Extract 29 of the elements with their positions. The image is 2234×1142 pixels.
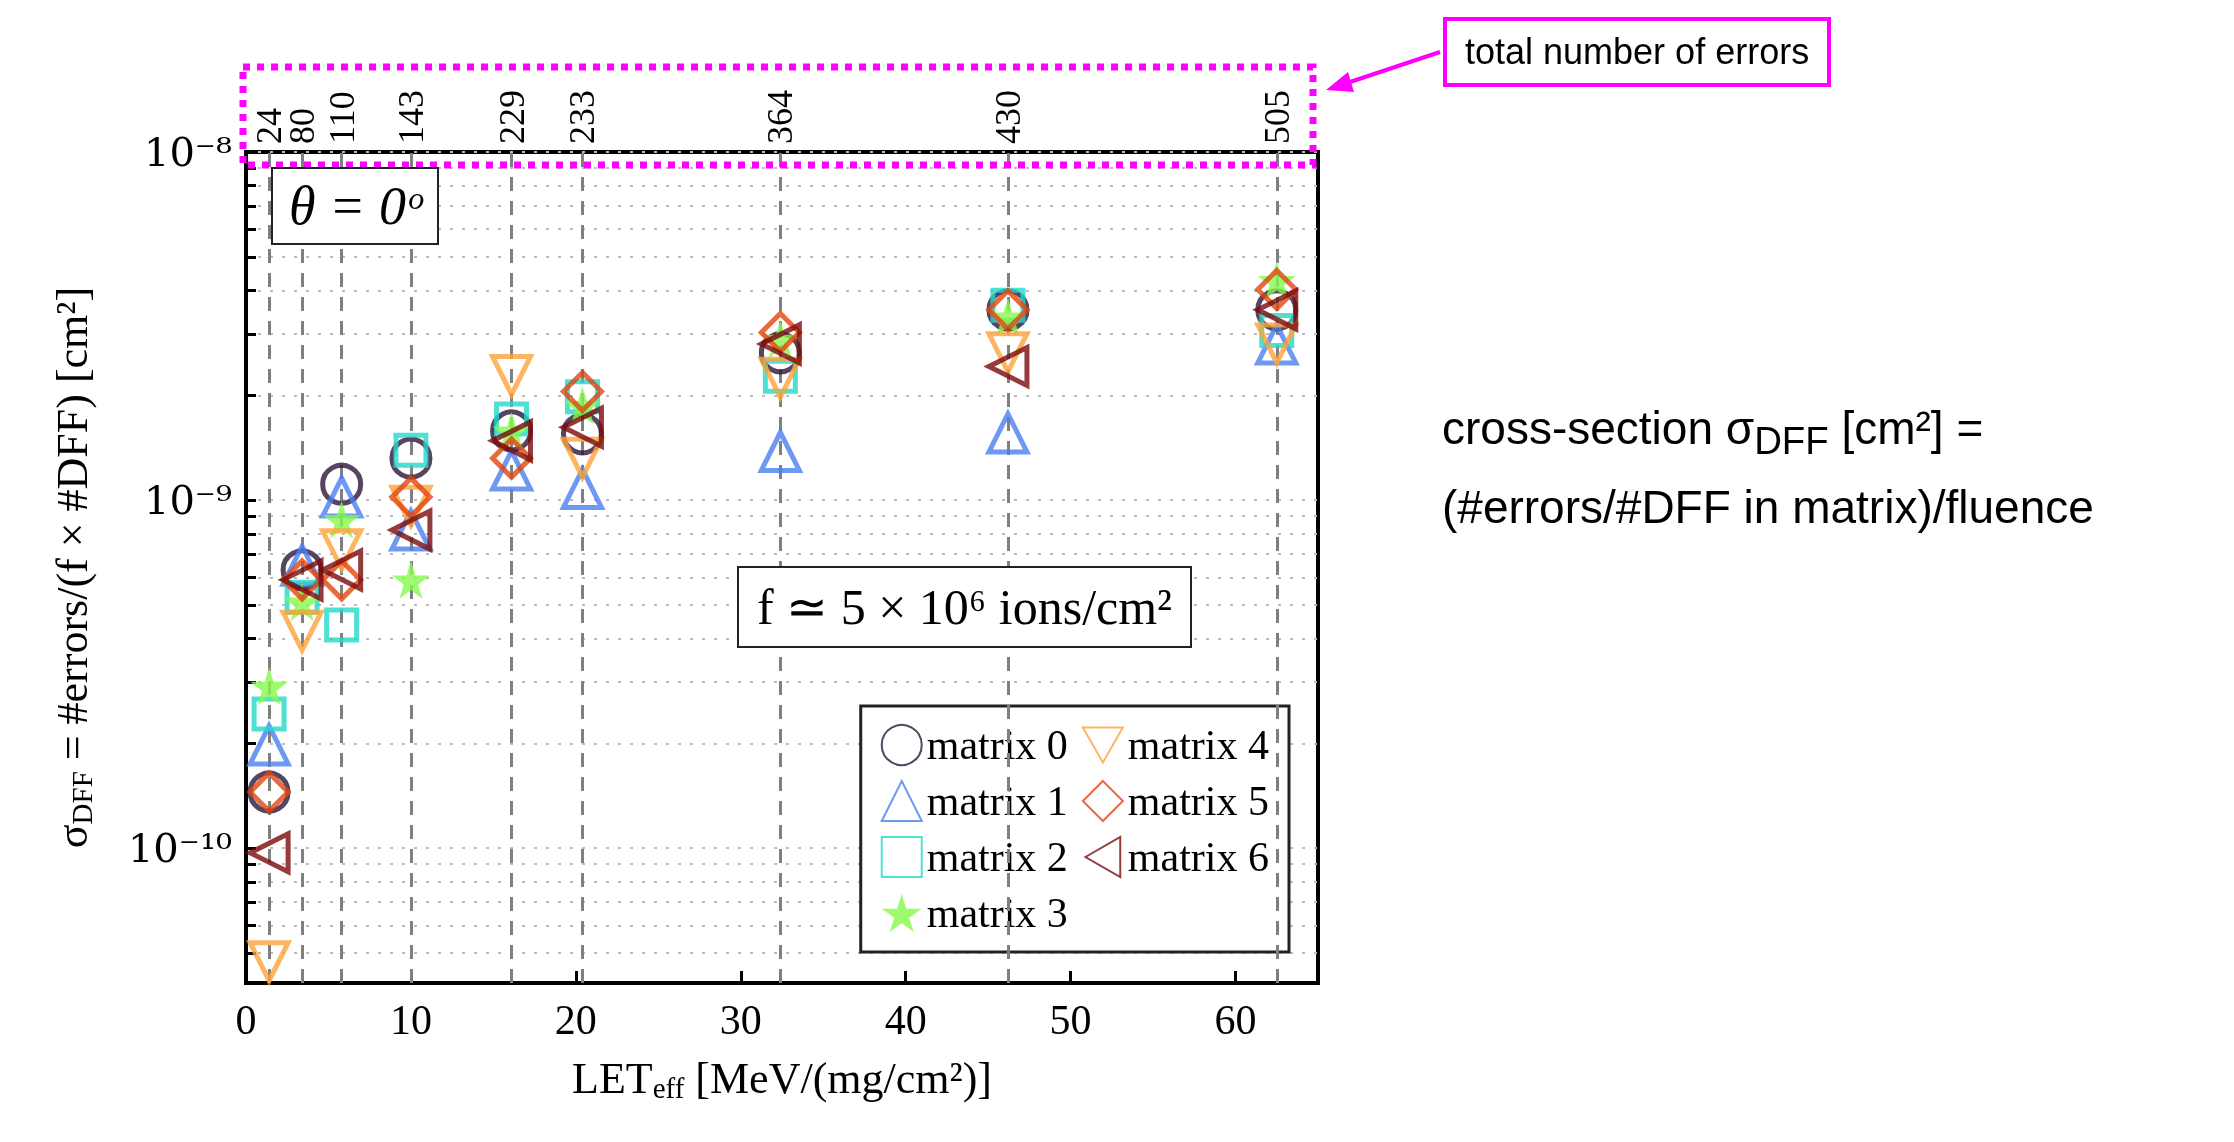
legend-label: matrix 2 <box>926 834 1068 880</box>
legend-label: matrix 6 <box>1127 834 1270 880</box>
y-tick-label: 10⁻⁸ <box>143 129 232 175</box>
legend-label: matrix 5 <box>1127 778 1270 824</box>
y-tick-label: 10⁻⁹ <box>143 477 232 524</box>
y-axis-title: σDFF = #errors/(f × #DFF) [cm²] <box>48 286 98 849</box>
legend-label: matrix 3 <box>926 890 1068 936</box>
x-tick-label: 30 <box>719 997 762 1043</box>
x-tick-label: 20 <box>554 997 597 1043</box>
annotation: f ≃ 5 × 10⁶ ions/cm² <box>737 566 1193 648</box>
legend-label: matrix 0 <box>926 722 1068 768</box>
text: 143 <box>390 90 431 144</box>
text: 229 <box>491 90 532 144</box>
x-axis-title: LETeff [MeV/(mg/cm²)] <box>572 1054 992 1104</box>
text: total number of errors <box>1443 17 1832 87</box>
x-tick-label: 50 <box>1049 997 1092 1043</box>
text: 364 <box>760 90 801 144</box>
text: cross-section σ$_{DFF}$ [cm²] = (#errors/#DFF in matrix)/fluence <box>1442 401 2095 536</box>
text: 110 <box>321 91 362 144</box>
x-tick-label: 0 <box>235 997 257 1043</box>
text: 505 <box>1256 90 1297 144</box>
x-tick-label: 60 <box>1214 997 1257 1043</box>
y-tick-label: 10⁻¹⁰ <box>127 825 232 872</box>
legend-label: matrix 4 <box>1127 722 1270 768</box>
x-tick-label: 40 <box>884 997 927 1043</box>
x-tick-label: 10 <box>389 997 432 1043</box>
text: 233 <box>562 90 603 144</box>
annotation: θ = 0ᵒ <box>271 167 440 245</box>
text: 430 <box>987 90 1028 144</box>
